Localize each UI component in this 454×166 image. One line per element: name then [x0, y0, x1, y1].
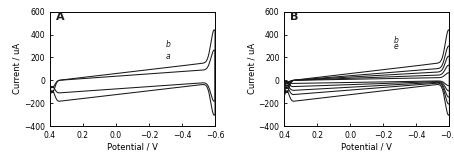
Text: B: B [290, 12, 299, 22]
Text: e: e [393, 42, 398, 51]
Text: A: A [56, 12, 64, 22]
Y-axis label: Current / uA: Current / uA [247, 43, 257, 94]
X-axis label: Potential / V: Potential / V [341, 142, 392, 151]
Text: b: b [393, 36, 398, 44]
X-axis label: Potential / V: Potential / V [107, 142, 158, 151]
Text: a: a [166, 52, 170, 61]
Text: b: b [166, 40, 170, 48]
Y-axis label: Current / uA: Current / uA [13, 43, 22, 94]
